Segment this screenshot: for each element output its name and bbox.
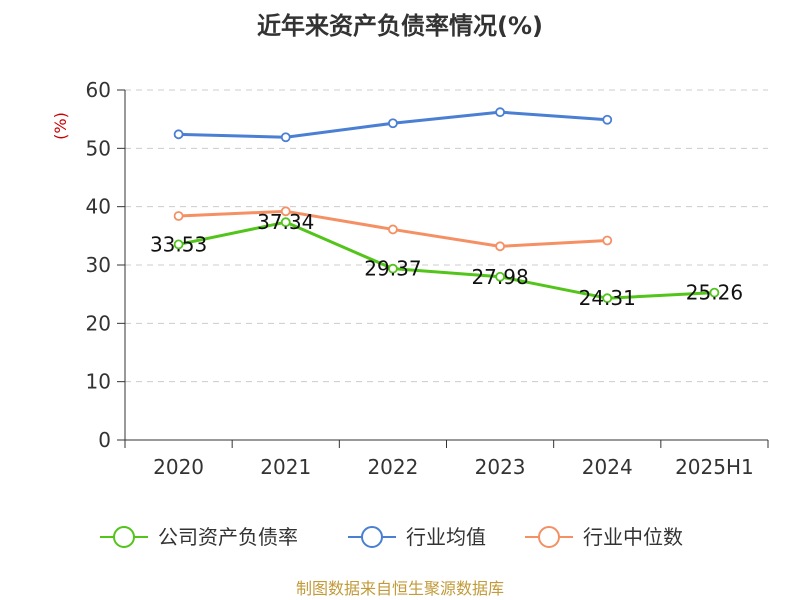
data-point [709,287,720,298]
legend-marker [538,526,560,548]
y-tick-label: 60 [86,78,111,102]
data-point [602,114,613,125]
data-point [280,217,291,228]
data-point [388,224,398,235]
data-point [388,118,398,129]
data-point [280,206,291,217]
legend: 公司资产负债率 行业均值 行业中位数 [100,525,683,549]
data-point [602,293,613,304]
data-point [602,235,613,246]
data-label: 33.53 [150,232,207,256]
gridlines [125,89,768,383]
data-label: 27.98 [471,265,528,289]
data-point [495,107,505,118]
y-tick-label: 10 [86,370,111,394]
y-tick-label: 0 [98,428,111,452]
data-point [280,132,291,143]
data-label: 37.34 [257,210,314,234]
data-point [495,271,505,282]
legend-label: 行业均值 [406,525,486,549]
x-tick-label: 2022 [367,455,418,479]
y-tick-label: 20 [86,311,111,335]
axes: 0 10 20 30 40 50 60 2020 2021 2022 2023 2024 2025H1 [86,78,769,479]
chart-title: 近年来资产负债率情况(%) [257,12,543,40]
plot-area [173,107,720,304]
data-point [173,239,184,250]
data-point [173,211,184,221]
legend-marker [361,526,383,548]
data-point [495,241,505,252]
legend-label: 公司资产负债率 [158,525,298,549]
series-line-0 [178,220,715,300]
data-point [173,129,184,140]
data-point [388,263,398,274]
y-tick-label: 50 [86,136,111,160]
legend-label: 行业中位数 [583,525,683,549]
legend-marker [113,526,135,548]
x-tick-label: 2020 [153,455,204,479]
y-axis-label: (%) [51,112,70,140]
y-tick-label: 30 [86,253,111,277]
x-tick-label: 2024 [582,455,633,479]
data-label: 29.37 [364,257,421,281]
x-tick-label: 2023 [475,455,526,479]
x-tick-label: 2021 [260,455,311,479]
y-tick-label: 40 [86,195,111,219]
data-label: 24.31 [579,286,636,310]
source-note: 制图数据来自恒生聚源数据库 [296,579,504,598]
data-labels: 33.53 37.34 29.37 27.98 24.31 25.26 [150,210,743,310]
data-label: 25.26 [686,281,743,305]
x-tick-label: 2025H1 [675,455,754,479]
